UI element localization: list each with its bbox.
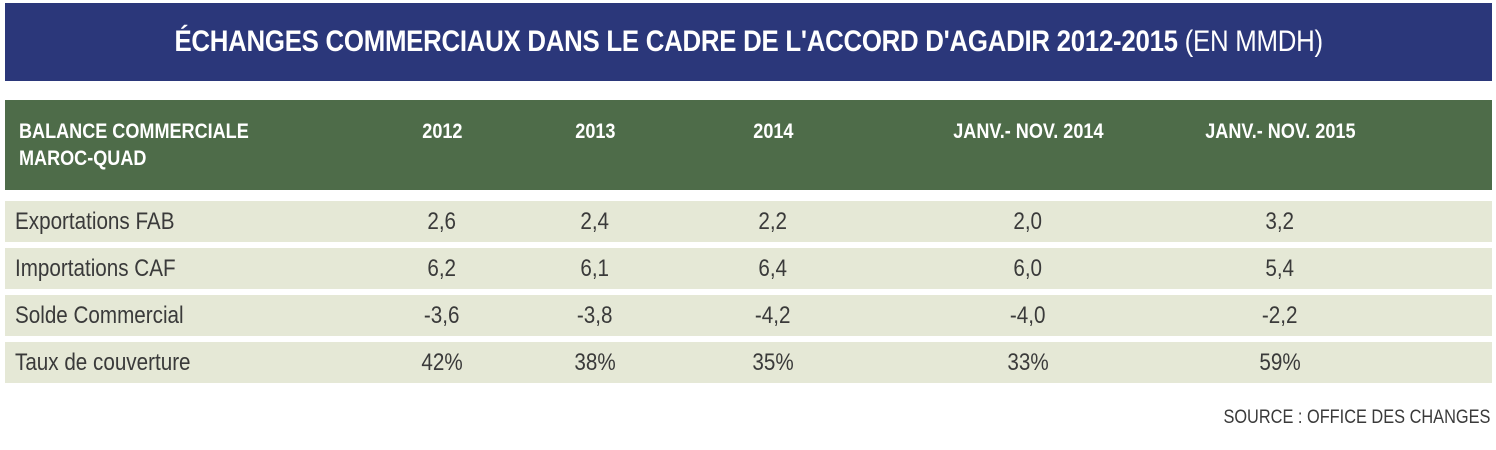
table-cell: 38% [574,348,616,376]
table-row-exportations: Exportations FAB 2,6 2,4 2,2 2,0 3,2 [5,201,1492,242]
table-cell: -4,2 [755,301,791,329]
chart-title: ÉCHANGES COMMERCIAUX DANS LE CADRE DE L'… [174,25,1323,59]
table-cell: 33% [1007,348,1049,376]
table-cell: -3,8 [577,301,613,329]
header-label-line1: BALANCE COMMERCIALE [19,120,249,143]
chart-title-unit: (EN MMDH) [1184,25,1323,58]
table-cell: -2,2 [1262,301,1298,329]
table-cell: -3,6 [424,301,460,329]
table-cell: 2,2 [758,207,788,235]
chart-title-bar: ÉCHANGES COMMERCIAUX DANS LE CADRE DE L'… [5,3,1492,81]
header-col-2013: 2013 [574,120,616,143]
trade-balance-table: BALANCE COMMERCIALE MAROC-QUAD 2012 2013… [5,100,1492,389]
row-label: Taux de couverture [15,348,191,376]
table-cell: 42% [421,348,463,376]
table-cell: 6,2 [427,254,457,282]
table-cell: 35% [752,348,794,376]
table-cell: -4,0 [1010,301,1046,329]
table-cell: 2,4 [580,207,610,235]
row-label: Importations CAF [15,254,176,282]
table-cell: 5,4 [1265,254,1295,282]
table-cell: 6,1 [580,254,610,282]
header-col-janv-nov-2015: JANV.- NOV. 2015 [1204,120,1356,143]
table-cell: 59% [1259,348,1301,376]
table-cell: 6,0 [1013,254,1043,282]
header-label-cell: BALANCE COMMERCIALE MAROC-QUAD [19,100,349,190]
row-label: Solde Commercial [15,301,184,329]
header-col-2012: 2012 [421,120,463,143]
row-label: Exportations FAB [15,207,175,235]
table-row-taux-de-couverture: Taux de couverture 42% 38% 35% 33% 59% [5,342,1492,383]
table-cell: 2,6 [427,207,457,235]
table-row-solde-commercial: Solde Commercial -3,6 -3,8 -4,2 -4,0 -2,… [5,295,1492,336]
table-cell: 3,2 [1265,207,1295,235]
header-label-line2: MAROC-QUAD [19,147,147,170]
source-note: SOURCE : OFFICE DES CHANGES [1223,407,1490,428]
chart-title-main: ÉCHANGES COMMERCIAUX DANS LE CADRE DE L'… [174,25,1178,58]
header-col-janv-nov-2014: JANV.- NOV. 2014 [952,120,1104,143]
header-spacer [5,190,1492,201]
table-cell: 2,0 [1013,207,1043,235]
table-row-importations: Importations CAF 6,2 6,1 6,4 6,0 5,4 [5,248,1492,289]
table-header-row: BALANCE COMMERCIALE MAROC-QUAD 2012 2013… [5,100,1492,190]
header-col-2014: 2014 [752,120,794,143]
table-cell: 6,4 [758,254,788,282]
